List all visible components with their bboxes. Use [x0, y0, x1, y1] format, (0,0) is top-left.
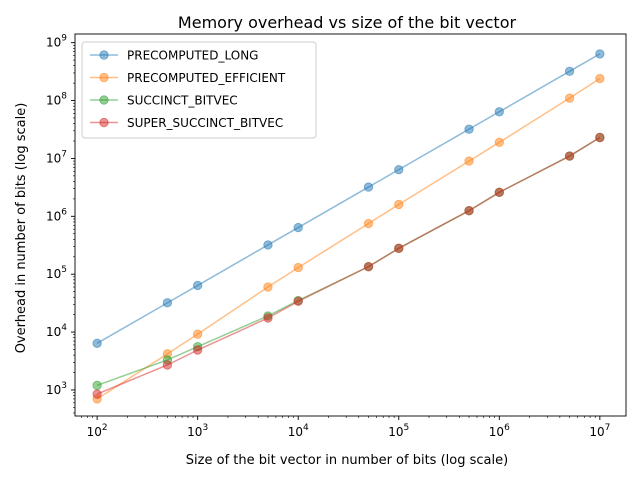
data-point [595, 132, 605, 143]
data-point [192, 345, 203, 355]
legend: PRECOMPUTED_LONG PRECOMPUTED_EFFICIENT SUC… [81, 41, 317, 139]
data-point [564, 93, 575, 103]
data-point [464, 156, 474, 166]
legend-marker [99, 50, 109, 60]
data-point [363, 182, 374, 192]
x-tick-label: 107 [589, 423, 610, 439]
data-point [92, 338, 102, 348]
data-point [263, 240, 273, 250]
chart-title: Memory overhead vs size of the bit vecto… [178, 13, 517, 32]
y-tick-label: 104 [46, 323, 67, 339]
legend-label: PRECOMPUTED_EFFICIENT [127, 71, 286, 85]
series-super-succinct-bitvec [92, 132, 605, 399]
data-point [595, 49, 605, 59]
y-tick-label: 109 [46, 34, 67, 50]
data-point [494, 107, 505, 117]
x-tick-label: 105 [388, 423, 409, 439]
legend-entry: SUCCINCT_BITVEC [90, 94, 238, 108]
y-tick-label: 105 [46, 265, 67, 281]
data-point [564, 66, 575, 77]
legend-entry: PRECOMPUTED_EFFICIENT [90, 71, 286, 85]
data-point [394, 243, 404, 254]
y-tick-label: 107 [46, 149, 67, 165]
data-point [494, 187, 505, 198]
y-tick-label: 108 [46, 92, 67, 108]
data-point [464, 124, 474, 134]
data-point [363, 261, 374, 272]
y-tick-label: 103 [46, 381, 67, 397]
data-point [263, 313, 273, 323]
data-point [293, 222, 303, 233]
legend-marker [99, 72, 109, 83]
series-precomputed-long [92, 49, 605, 348]
data-point [192, 329, 203, 339]
data-point [494, 137, 505, 148]
data-point [363, 218, 374, 229]
data-point [92, 380, 102, 391]
y-tick-label: 106 [46, 207, 67, 223]
data-point [162, 360, 173, 370]
data-point [564, 151, 575, 161]
plot-area [92, 49, 605, 404]
data-point [293, 296, 303, 307]
legend-label: PRECOMPUTED_LONG [127, 49, 258, 63]
data-point [394, 164, 404, 175]
x-tick-label: 103 [187, 423, 208, 439]
legend-label: SUCCINCT_BITVEC [127, 94, 238, 108]
data-point [192, 280, 203, 291]
legend-entry: SUPER_SUCCINCT_BITVEC [90, 116, 283, 130]
legend-entry: PRECOMPUTED_LONG [90, 49, 258, 63]
data-point [293, 262, 303, 273]
legend-label: SUPER_SUCCINCT_BITVEC [127, 116, 283, 130]
data-point [394, 199, 404, 210]
legend-marker [99, 117, 109, 128]
legend-marker [99, 95, 109, 105]
axes: 102 103 104 105 106 107 103 104 105 106 107 108 109 [46, 33, 627, 439]
data-point [92, 389, 102, 399]
y-axis-label: Overhead in number of bits (log scale) [14, 103, 29, 354]
x-tick-label: 104 [288, 423, 309, 439]
x-tick-label: 102 [87, 423, 108, 439]
x-tick-label: 106 [489, 423, 510, 439]
data-point [464, 206, 474, 216]
legend-box [81, 41, 317, 139]
x-axis-label: Size of the bit vector in number of bits… [186, 453, 508, 468]
data-point [162, 298, 173, 308]
data-point [263, 282, 273, 292]
data-point [595, 73, 605, 84]
